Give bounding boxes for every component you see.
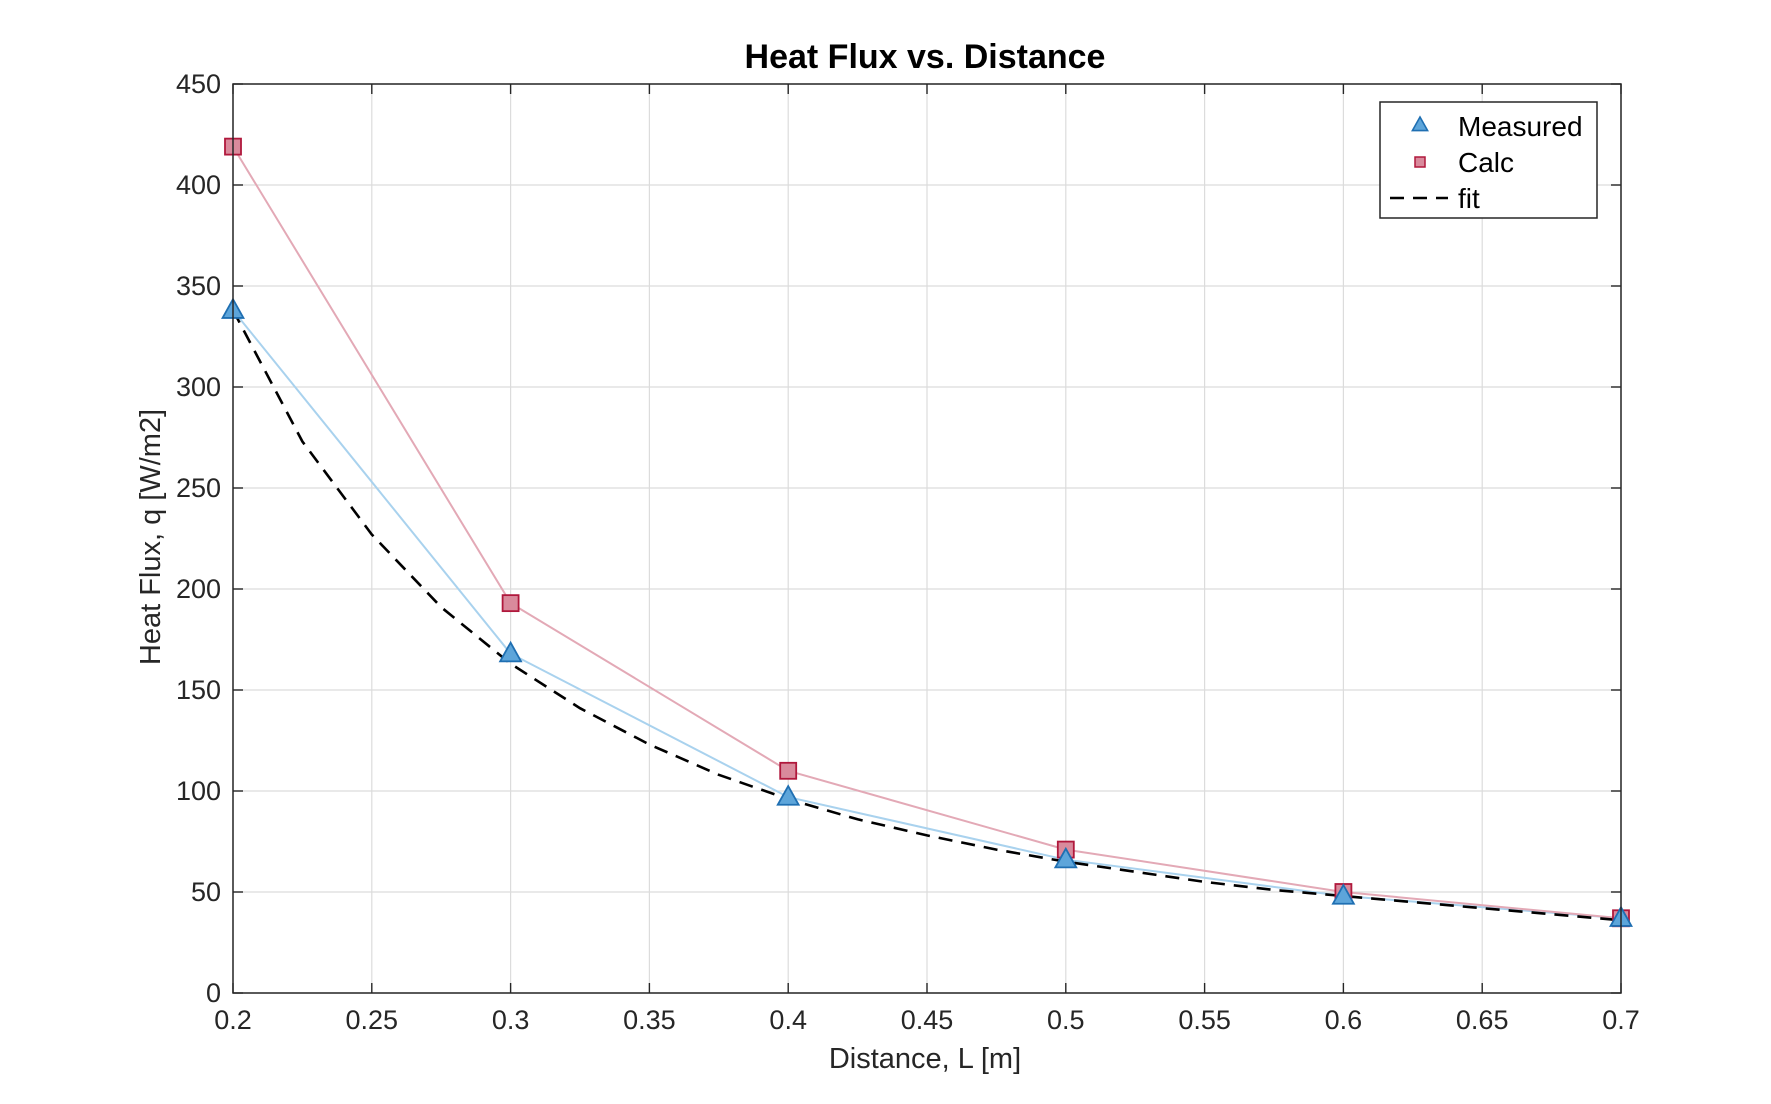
series-line-fit <box>231 309 1622 922</box>
y-tick-label: 400 <box>176 170 221 200</box>
x-tick-label: 0.65 <box>1456 1005 1509 1035</box>
x-tick-label: 0.4 <box>769 1005 807 1035</box>
legend-label-fit: fit <box>1458 183 1480 214</box>
plot-frame <box>232 83 1622 994</box>
y-tick-label: 150 <box>176 675 221 705</box>
calc-point <box>501 594 520 613</box>
y-tick-label: 200 <box>176 574 221 604</box>
y-tick-label: 50 <box>191 877 221 907</box>
y-tick-label: 0 <box>206 978 221 1008</box>
y-tick-label: 250 <box>176 473 221 503</box>
legend-calc-marker <box>1414 156 1426 168</box>
x-tick-label: 0.5 <box>1047 1005 1085 1035</box>
y-tick-label: 350 <box>176 271 221 301</box>
measured-point <box>776 784 801 806</box>
y-axis-label: Heat Flux, q [W/m2] <box>135 409 167 665</box>
chart-title: Heat Flux vs. Distance <box>745 38 1106 76</box>
legend: Measured Calc fit <box>1379 101 1598 219</box>
measured-point <box>1331 883 1356 905</box>
legend-label-calc: Calc <box>1458 147 1514 178</box>
legend-label-measured: Measured <box>1458 111 1583 142</box>
calc-point <box>779 761 798 780</box>
x-axis-label: Distance, L [m] <box>829 1043 1021 1075</box>
x-tick-label: 0.25 <box>346 1005 399 1035</box>
y-tick-label: 450 <box>176 69 221 99</box>
x-tick-label: 0.6 <box>1325 1005 1363 1035</box>
series-line-calc <box>232 146 1622 920</box>
measured-point <box>498 640 523 663</box>
x-tick-label: 0.3 <box>492 1005 530 1035</box>
series-line-measured <box>232 309 1622 920</box>
tick-labels: 0.2 0.25 0.3 0.35 0.4 0.45 0.5 0.55 0.6 0.65 0.7 0 5… <box>176 69 1640 1035</box>
x-tick-label: 0.35 <box>623 1005 676 1035</box>
y-tick-label: 300 <box>176 372 221 402</box>
x-tick-label: 0.2 <box>214 1005 252 1035</box>
measured-point <box>1053 846 1078 869</box>
legend-measured-marker <box>1411 115 1429 132</box>
x-tick-label: 0.55 <box>1178 1005 1231 1035</box>
x-tick-label: 0.45 <box>901 1005 954 1035</box>
series-lines <box>231 146 1622 922</box>
x-tick-label: 0.7 <box>1602 1005 1640 1035</box>
axes <box>232 83 1622 994</box>
y-tick-label: 100 <box>176 776 221 806</box>
